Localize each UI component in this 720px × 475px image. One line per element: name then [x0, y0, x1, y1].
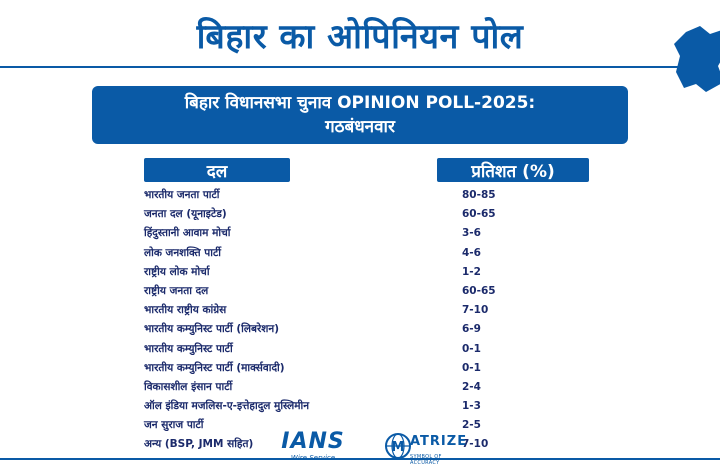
party-name: जन सुराज पार्टी: [144, 419, 204, 432]
ians-logo-subtitle: Wire Service: [290, 454, 336, 462]
party-percentage: 0-1: [462, 361, 481, 374]
party-percentage: 7-10: [462, 438, 489, 451]
table-row: भारतीय राष्ट्रीय कांग्रेस 7-10: [0, 301, 720, 320]
page-title: बिहार का ओपिनियन पोल: [196, 17, 524, 57]
table-row: भारतीय जनता पार्टी 80-85: [0, 186, 720, 205]
matrize-logo: M ATRIZE SYMBOL OF ACCURACY: [384, 428, 466, 468]
ians-logo: IANS Wire Service: [276, 430, 350, 464]
party-name: अन्य (BSP, JMM सहित): [144, 438, 254, 451]
party-percentage: 60-65: [462, 284, 496, 297]
svg-text:M: M: [392, 440, 405, 455]
matrize-logo-wordmark: ATRIZE: [410, 434, 468, 449]
table-row: राष्ट्रीय जनता दल 60-65: [0, 282, 720, 301]
title-divider: [0, 66, 700, 68]
column-header-party: दल: [144, 158, 290, 182]
table-row: भारतीय कम्युनिस्ट पार्टी (लिबरेशन) 6-9: [0, 320, 720, 339]
party-name: राष्ट्रीय लोक मोर्चा: [144, 265, 210, 278]
party-percentage: 6-9: [462, 323, 481, 336]
party-name: भारतीय कम्युनिस्ट पार्टी (मार्क्सवादी): [144, 361, 285, 374]
party-name: राष्ट्रीय जनता दल: [144, 284, 209, 297]
party-percentage: 60-65: [462, 208, 496, 221]
party-percentage: 2-4: [462, 380, 481, 393]
party-percentage: 7-10: [462, 304, 489, 317]
table-row: जन सुराज पार्टी 2-5: [0, 416, 720, 435]
party-name: भारतीय कम्युनिस्ट पार्टी: [144, 342, 233, 355]
table-row: विकासशील इंसान पार्टी 2-4: [0, 378, 720, 397]
party-percentage: 1-3: [462, 400, 481, 413]
table-row: भारतीय कम्युनिस्ट पार्टी (मार्क्सवादी) 0-…: [0, 359, 720, 378]
table-row: लोक जनशक्ति पार्टी 4-6: [0, 244, 720, 263]
party-name: भारतीय जनता पार्टी: [144, 189, 220, 201]
matrize-globe-icon: M: [385, 433, 411, 459]
ians-logo-wordmark: IANS: [281, 429, 345, 454]
party-name: हिंदुस्तानी आवाम मोर्चा: [144, 227, 231, 240]
table-row: अन्य (BSP, JMM सहित) 7-10: [0, 435, 720, 454]
party-name: विकासशील इंसान पार्टी: [144, 380, 233, 393]
party-percentage: 4-6: [462, 246, 481, 259]
table-row: ऑल इंडिया मजलिस-ए-इत्तेहादुल मुस्लिमीन 1-…: [0, 397, 720, 416]
party-percentage: 3-6: [462, 227, 481, 240]
table-row: राष्ट्रीय लोक मोर्चा 1-2: [0, 263, 720, 282]
footer-divider: [0, 458, 720, 460]
table-row: जनता दल (यूनाइटेड) 60-65: [0, 205, 720, 224]
poll-banner: बिहार विधानसभा चुनाव OPINION POLL-2025: …: [92, 86, 628, 144]
column-header-percentage: प्रतिशत (%): [437, 158, 589, 182]
party-name: जनता दल (यूनाइटेड): [144, 208, 227, 221]
party-percentage: 80-85: [462, 189, 496, 201]
party-percentage: 1-2: [462, 265, 481, 278]
party-name: भारतीय राष्ट्रीय कांग्रेस: [144, 304, 227, 317]
party-percentage: 2-5: [462, 419, 481, 432]
banner-line-1: बिहार विधानसभा चुनाव OPINION POLL-2025:: [184, 93, 536, 113]
party-name: लोक जनशक्ति पार्टी: [144, 246, 221, 259]
banner-line-2: गठबंधनवार: [325, 117, 395, 137]
bihar-map-icon: [674, 26, 720, 92]
table-row: भारतीय कम्युनिस्ट पार्टी 0-1: [0, 340, 720, 359]
party-name: भारतीय कम्युनिस्ट पार्टी (लिबरेशन): [144, 323, 280, 336]
matrize-logo-tagline: SYMBOL OF ACCURACY: [410, 454, 442, 466]
table-row: हिंदुस्तानी आवाम मोर्चा 3-6: [0, 224, 720, 243]
poll-table: भारतीय जनता पार्टी 80-85 जनता दल (यूनाइटे…: [0, 186, 720, 455]
party-percentage: 0-1: [462, 342, 481, 355]
party-name: ऑल इंडिया मजलिस-ए-इत्तेहादुल मुस्लिमीन: [144, 400, 310, 413]
